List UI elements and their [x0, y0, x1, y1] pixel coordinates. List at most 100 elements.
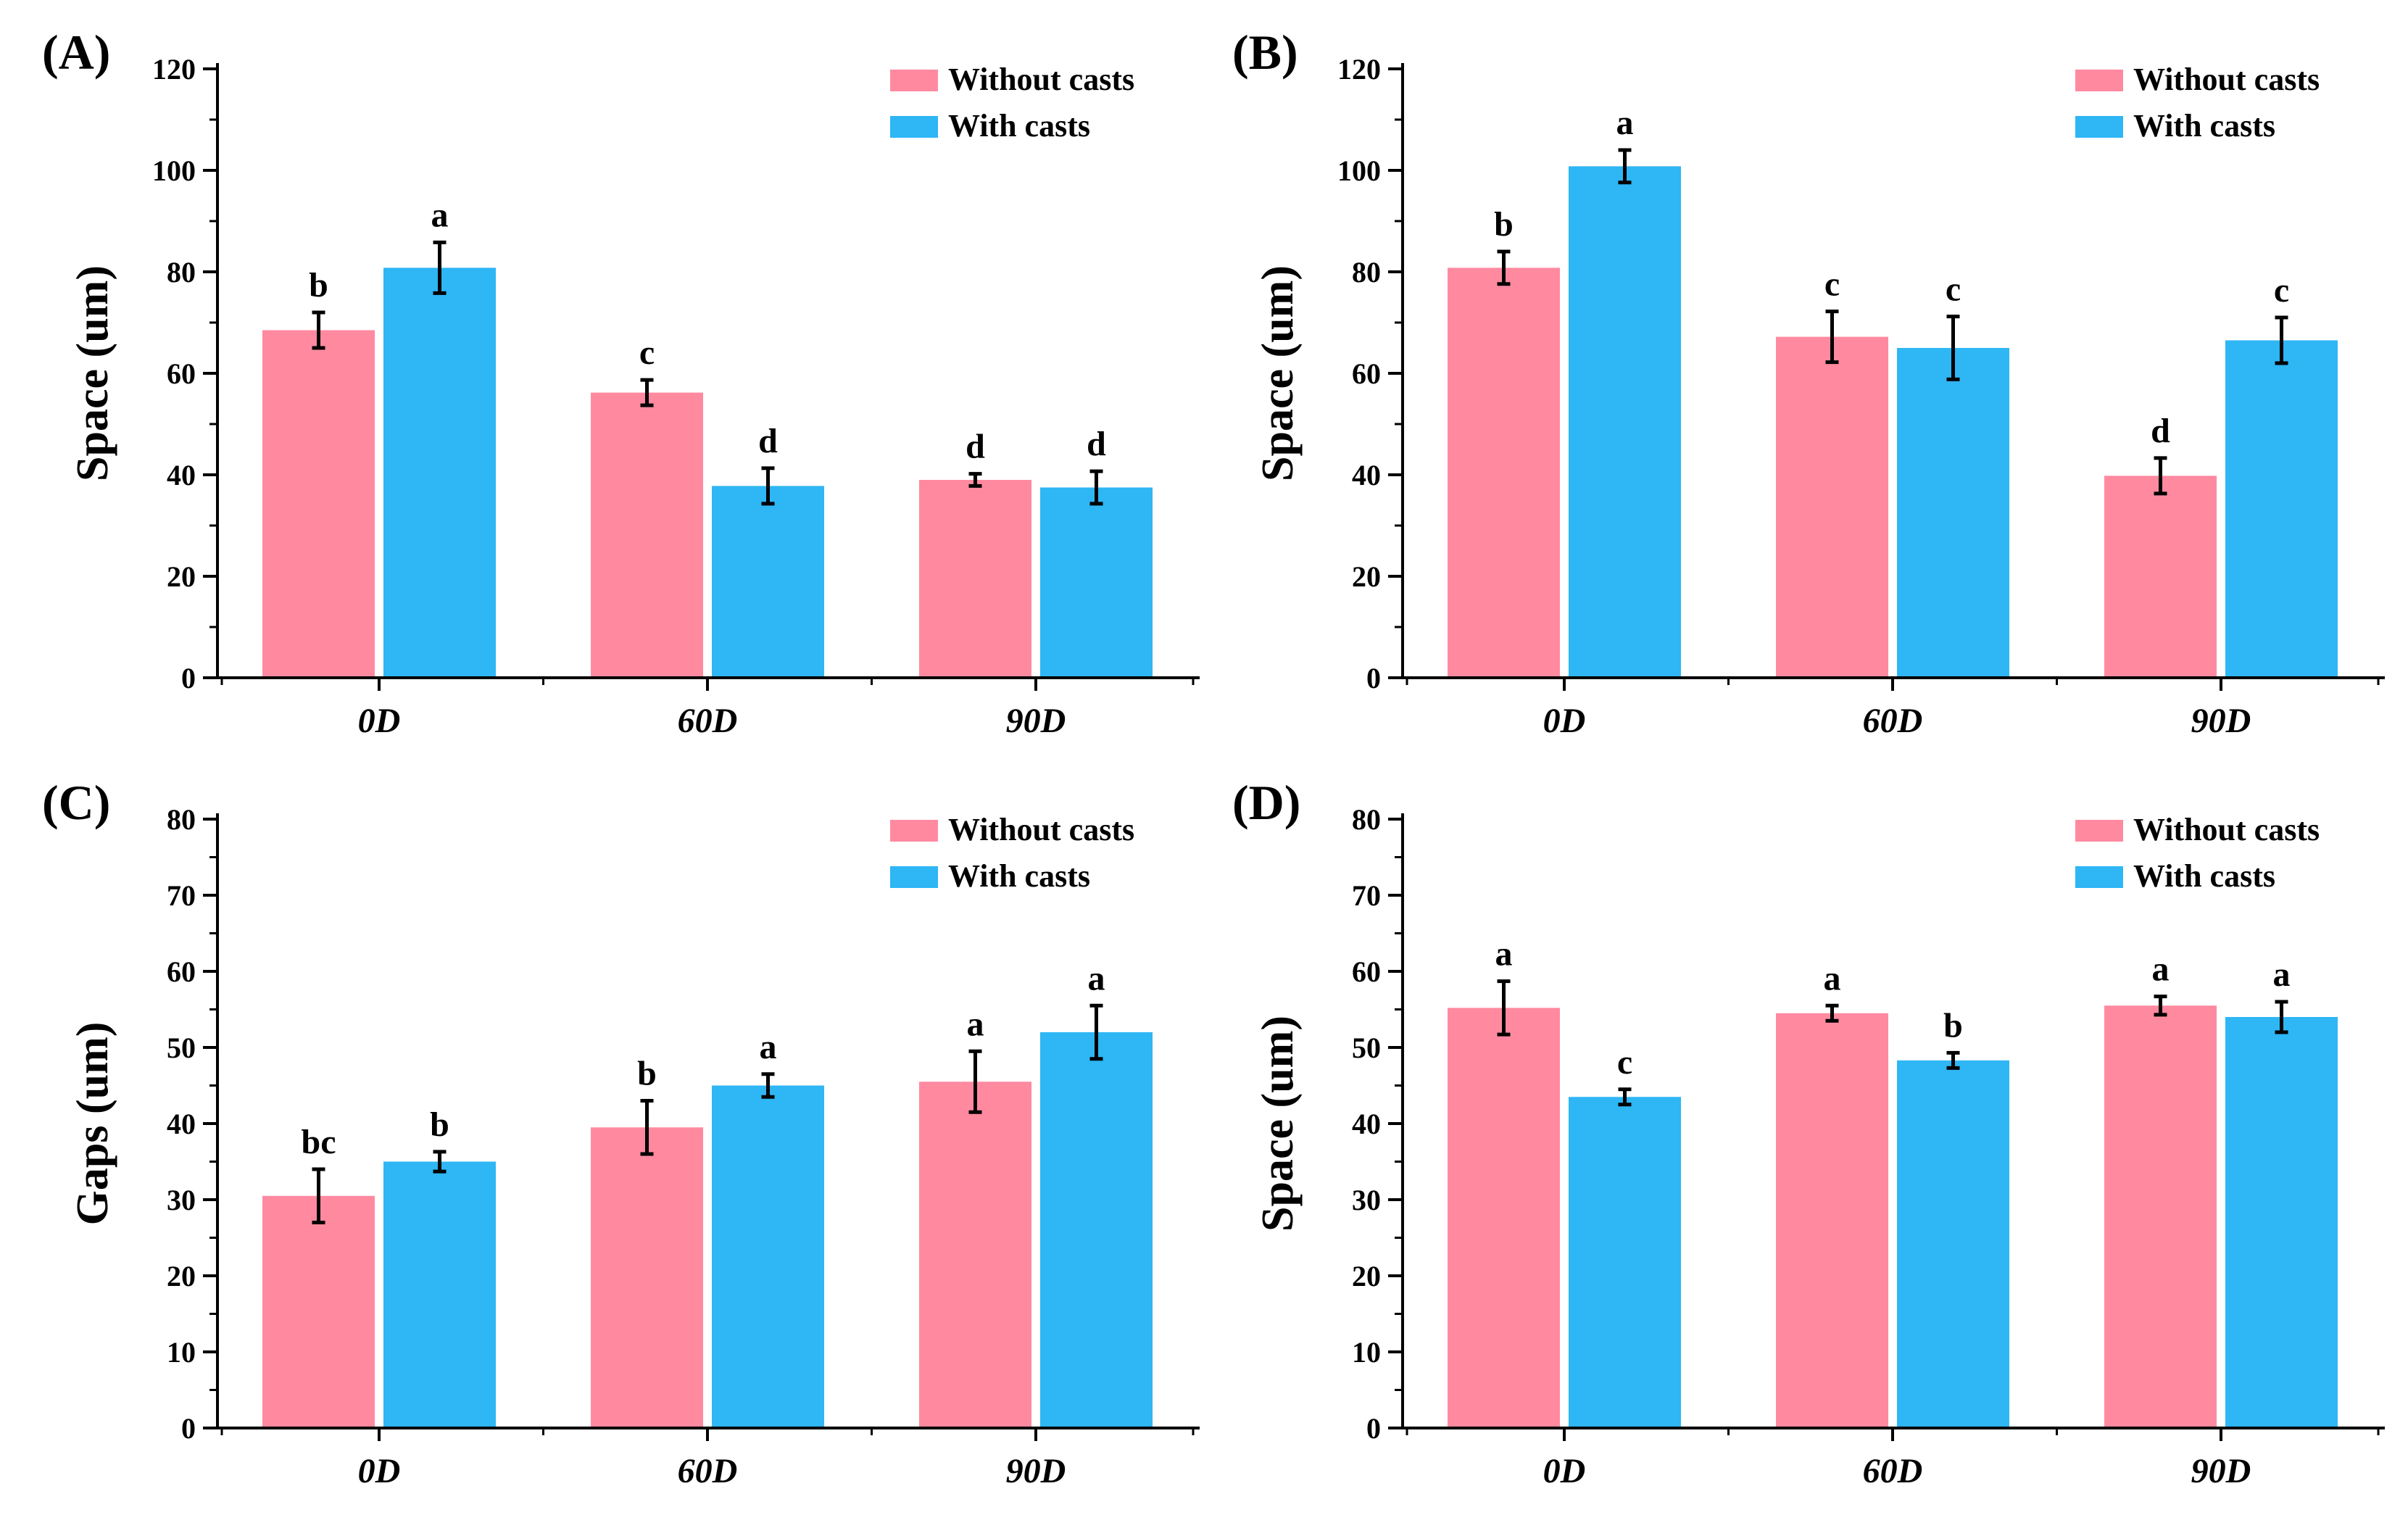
bar — [1897, 1060, 2009, 1428]
chart-panel: (D) a a a c b a 0 10 20 30 40 50 60 70 80 0D 60D 90D Space … — [1232, 775, 2385, 1490]
y-tick-label: 20 — [167, 1260, 196, 1292]
y-axis-title: Gaps (um) — [68, 1022, 117, 1226]
panel-label: (D) — [1232, 775, 1300, 830]
legend-swatch — [890, 820, 938, 842]
legend-label: Without casts — [948, 62, 1134, 97]
chart-panel: (C) bc b a b a a 0 10 20 30 40 50 60 70 80 0D 60D 90D Gaps … — [42, 775, 1200, 1490]
significance-label: d — [966, 428, 985, 466]
legend-swatch — [2075, 866, 2123, 888]
y-tick-label: 60 — [1352, 955, 1381, 988]
significance-label: a — [1824, 959, 1841, 997]
chart-panel: (A) b c d a d d 0 20 40 60 80 100 120 0D 60D 90D Space (u… — [42, 25, 1200, 740]
y-tick-label: 80 — [1352, 256, 1381, 289]
bar — [2104, 476, 2217, 678]
y-tick-label: 0 — [181, 1412, 196, 1445]
significance-label: a — [1495, 935, 1513, 974]
x-tick-label: 90D — [2191, 702, 2251, 740]
significance-label: d — [2151, 412, 2170, 450]
y-axis-title: Space (um) — [68, 265, 117, 481]
bar — [1448, 1008, 1560, 1428]
legend-label: With casts — [948, 858, 1090, 894]
bar — [1776, 1013, 1888, 1428]
significance-label: a — [967, 1005, 984, 1043]
bar — [712, 486, 824, 678]
panel-label: (A) — [42, 25, 110, 80]
legend-label: With casts — [948, 108, 1090, 144]
legend-swatch — [2075, 70, 2123, 91]
significance-label: b — [430, 1105, 449, 1144]
x-tick-label: 90D — [1006, 702, 1066, 740]
x-tick-label: 0D — [358, 702, 401, 740]
bar — [1569, 166, 1681, 678]
bar — [262, 1195, 375, 1428]
significance-label: a — [431, 196, 449, 234]
bar — [2225, 340, 2338, 678]
legend-label: With casts — [2133, 858, 2275, 894]
x-tick-label: 60D — [1863, 1452, 1923, 1490]
y-tick-label: 100 — [1337, 154, 1381, 187]
legend-label: With casts — [2133, 108, 2275, 144]
y-tick-label: 100 — [152, 154, 196, 187]
significance-label: bc — [302, 1123, 336, 1161]
significance-label: c — [1946, 270, 1961, 309]
legend-swatch — [2075, 820, 2123, 842]
y-tick-label: 40 — [1352, 1108, 1381, 1140]
y-tick-label: 80 — [167, 803, 196, 836]
x-tick-label: 0D — [1543, 702, 1586, 740]
bar — [919, 1082, 1031, 1428]
significance-label: d — [1087, 425, 1106, 463]
bar — [919, 480, 1031, 678]
x-tick-label: 0D — [1543, 1452, 1586, 1490]
y-tick-label: 50 — [167, 1032, 196, 1064]
legend-swatch — [890, 70, 938, 91]
legend-label: Without casts — [2133, 812, 2320, 847]
bar — [2225, 1017, 2338, 1428]
bar — [591, 392, 703, 678]
y-tick-label: 10 — [1352, 1336, 1381, 1369]
bar — [591, 1127, 703, 1428]
y-tick-label: 80 — [167, 256, 196, 289]
y-tick-label: 30 — [167, 1184, 196, 1216]
significance-label: c — [2274, 271, 2289, 310]
y-tick-label: 120 — [1337, 53, 1381, 86]
bar — [262, 330, 375, 678]
x-tick-label: 60D — [678, 702, 738, 740]
significance-label: a — [2273, 955, 2291, 994]
y-tick-label: 70 — [1352, 879, 1381, 912]
y-tick-label: 0 — [1366, 1412, 1381, 1445]
bar — [2104, 1005, 2217, 1428]
y-tick-label: 10 — [167, 1336, 196, 1369]
bar — [1569, 1097, 1681, 1428]
panel-label: (C) — [42, 775, 110, 830]
significance-label: c — [1617, 1043, 1632, 1082]
y-tick-label: 40 — [167, 1108, 196, 1140]
y-tick-label: 40 — [1352, 459, 1381, 491]
x-tick-label: 0D — [358, 1452, 401, 1490]
bar — [383, 1161, 496, 1428]
x-tick-label: 90D — [2191, 1452, 2251, 1490]
x-tick-label: 60D — [678, 1452, 738, 1490]
significance-label: b — [637, 1055, 657, 1093]
y-tick-label: 40 — [167, 459, 196, 491]
significance-label: a — [2152, 950, 2170, 989]
significance-label: c — [639, 333, 655, 372]
bar — [383, 267, 496, 678]
y-tick-label: 80 — [1352, 803, 1381, 836]
legend-swatch — [2075, 116, 2123, 138]
significance-label: a — [1616, 104, 1634, 142]
y-axis-title: Space (um) — [1253, 265, 1303, 481]
chart-panel: (B) b c d a c c 0 20 40 60 80 100 120 0D 60D 90D Space (u… — [1232, 25, 2385, 740]
significance-label: a — [1088, 959, 1105, 997]
significance-label: b — [1494, 205, 1514, 244]
significance-label: a — [760, 1028, 777, 1066]
legend-swatch — [890, 116, 938, 138]
y-axis-title: Space (um) — [1253, 1016, 1303, 1232]
bar — [1897, 348, 2009, 678]
bar — [1448, 267, 1560, 678]
significance-label: b — [1943, 1006, 1963, 1045]
y-tick-label: 50 — [1352, 1032, 1381, 1064]
y-tick-label: 60 — [167, 357, 196, 390]
y-tick-label: 60 — [1352, 357, 1381, 390]
